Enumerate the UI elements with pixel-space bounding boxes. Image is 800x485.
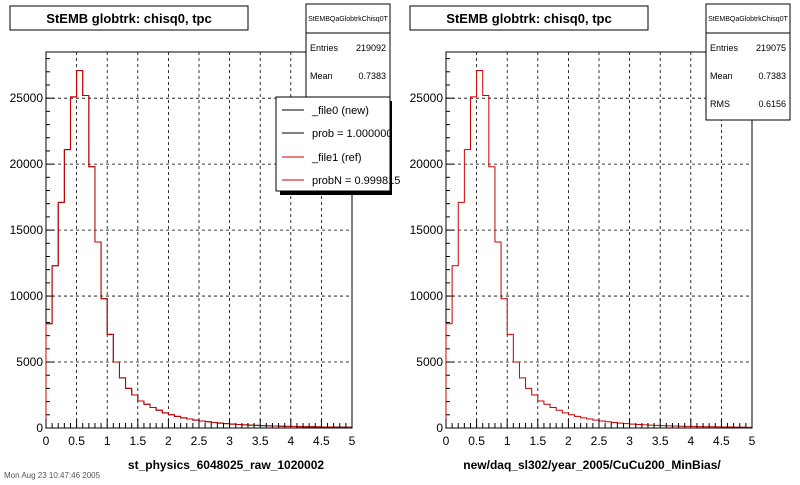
x-tick-label: 0.5 [68, 434, 85, 448]
x-tick-label: 3 [226, 434, 233, 448]
stats-name: StEMBQaGlobtrkChisq0T [308, 16, 388, 23]
y-tick-label: 10000 [10, 289, 44, 303]
stats-box: StEMBQaGlobtrkChisq0T Entries 219092 Mea… [305, 3, 391, 99]
x-tick-label: 2.5 [191, 434, 208, 448]
y-tick-label: 0 [436, 421, 443, 435]
legend-entry-probn: probN = 0.999815 [312, 175, 400, 187]
x-tick-label: 1.5 [129, 434, 146, 448]
stats-entries-value: 219075 [756, 43, 786, 53]
x-tick-label: 5 [749, 434, 756, 448]
x-tick-label: 3 [626, 434, 633, 448]
stats-mean-label: Mean [310, 71, 333, 81]
x-axis-label: new/daq_sl302/year_2005/CuCu200_MinBias/ [463, 458, 721, 472]
x-tick-label: 2 [565, 434, 572, 448]
y-tick-label: 0 [36, 421, 43, 435]
stats-mean-value: 0.7383 [358, 71, 386, 81]
legend-entry-new: _file0 (new) [311, 105, 369, 117]
y-tick-label: 10000 [410, 289, 444, 303]
panel-title: StEMB globtrk: chisq0, tpc [446, 11, 611, 26]
y-tick-label: 25000 [410, 91, 444, 105]
x-tick-label: 0 [443, 434, 450, 448]
x-tick-label: 2 [165, 434, 172, 448]
x-tick-label: 2.5 [591, 434, 608, 448]
stats-rms-value: 0.6156 [758, 99, 786, 109]
legend-frame [275, 96, 391, 192]
y-tick-label: 5000 [16, 355, 43, 369]
stats-mean-label: Mean [710, 71, 733, 81]
y-tick-label: 5000 [416, 355, 443, 369]
legend-entry-ref: _file1 (ref) [311, 152, 362, 164]
panel-left: 0 0.5 1 1.5 2 2.5 3 3.5 4 4.5 5 0 5000 10000 15000 2000… [9, 3, 400, 472]
x-tick-label: 4 [287, 434, 294, 448]
timestamp-footer: Mon Aug 23 10:47:46 2005 [4, 471, 101, 480]
axes: 0 0.5 1 1.5 2 2.5 3 3.5 4 4.5 5 0 5000 10000 15000 2000… [410, 58, 756, 448]
x-tick-label: 1.5 [529, 434, 546, 448]
x-axis-label: st_physics_6048025_raw_1020002 [128, 458, 324, 472]
x-tick-label: 4 [687, 434, 694, 448]
stats-box: StEMBQaGlobtrkChisq0T Entries 219075 Mea… [705, 3, 791, 121]
legend-entry-prob: prob = 1.000000 [312, 128, 392, 140]
x-tick-label: 3.5 [252, 434, 269, 448]
stats-entries-label: Entries [710, 43, 739, 53]
title-box [409, 5, 649, 31]
x-tick-label: 4.5 [313, 434, 330, 448]
grid [446, 52, 752, 428]
legend-box: _file0 (new) prob = 1.000000 _file1 (ref… [275, 96, 400, 195]
stats-rms-label: RMS [710, 99, 730, 109]
x-tick-label: 1 [504, 434, 511, 448]
stats-name: StEMBQaGlobtrkChisq0T [708, 16, 788, 23]
x-tick-label: 1 [104, 434, 111, 448]
stats-entries-label: Entries [310, 43, 339, 53]
y-tick-label: 25000 [10, 91, 44, 105]
y-tick-label: 20000 [10, 157, 44, 171]
panel-right: 0 0.5 1 1.5 2 2.5 3 3.5 4 4.5 5 0 5000 10000 15000 2000… [409, 3, 791, 472]
stats-box-frame [705, 3, 791, 121]
stats-mean-value: 0.7383 [758, 71, 786, 81]
x-tick-label: 5 [349, 434, 356, 448]
stats-box-frame [305, 3, 391, 99]
x-tick-label: 0 [43, 434, 50, 448]
y-tick-label: 20000 [410, 157, 444, 171]
panel-title: StEMB globtrk: chisq0, tpc [46, 11, 211, 26]
x-tick-label: 4.5 [713, 434, 730, 448]
axes: 0 0.5 1 1.5 2 2.5 3 3.5 4 4.5 5 0 5000 10000 15000 2000… [10, 58, 356, 448]
stats-entries-value: 219092 [356, 43, 386, 53]
y-tick-label: 15000 [10, 223, 44, 237]
x-tick-label: 3.5 [652, 434, 669, 448]
title-box [9, 5, 249, 31]
y-tick-label: 15000 [410, 223, 444, 237]
x-tick-label: 0.5 [468, 434, 485, 448]
